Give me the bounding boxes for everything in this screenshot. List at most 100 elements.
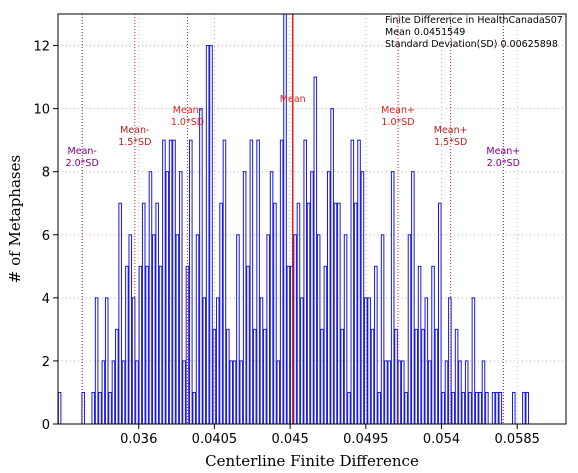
histogram-bar <box>219 202 223 425</box>
histogram-bar <box>495 391 499 425</box>
histogram-bar <box>57 391 62 425</box>
histogram-bar <box>266 234 270 425</box>
y-tick-label: 2 <box>42 355 50 370</box>
histogram-bar <box>323 265 328 425</box>
plot-frame <box>57 13 567 425</box>
histogram-bar <box>451 391 456 425</box>
histogram-bar <box>222 139 227 425</box>
histogram-bar <box>128 234 133 425</box>
histogram-bar <box>343 234 348 425</box>
sd-line-label: Mean+ <box>486 146 520 157</box>
histogram-bar <box>407 234 412 425</box>
legend-title: Finite Difference in HealthCanadaS07 <box>385 15 563 26</box>
histogram-bar <box>138 265 143 425</box>
y-tick-label: 0 <box>42 418 50 433</box>
histogram-bar <box>145 265 149 425</box>
sd-line-label: 1.5*SD <box>118 137 151 148</box>
histogram-bar <box>276 360 281 425</box>
histogram-bar <box>91 391 96 425</box>
histogram-bar <box>178 171 183 425</box>
histogram-bar <box>168 139 173 425</box>
histogram-bar <box>98 391 102 425</box>
histogram-bar <box>468 391 472 425</box>
x-tick-label: 0.054 <box>423 432 460 447</box>
histogram-bar <box>293 234 297 425</box>
grid-lines <box>58 14 566 425</box>
histogram-bar <box>411 171 415 425</box>
histogram-bar <box>175 234 180 425</box>
histogram-bar <box>350 139 355 425</box>
histogram-bar <box>316 234 321 425</box>
histogram-bar <box>471 297 476 425</box>
histogram-bar <box>485 391 489 425</box>
histogram-bar <box>347 391 351 425</box>
histogram-bar <box>212 328 217 425</box>
histogram-bar <box>209 45 213 425</box>
histogram-bar <box>162 139 166 425</box>
histogram-bar <box>283 13 287 425</box>
histogram-bar <box>189 139 193 425</box>
histogram-bar <box>252 328 257 425</box>
x-tick-label: 0.045 <box>272 432 309 447</box>
histogram-bar <box>417 265 422 425</box>
sd-line-label: 1.0*SD <box>381 117 414 128</box>
histogram-bar <box>333 202 338 425</box>
histogram-bar <box>326 171 331 425</box>
histogram-bar <box>263 328 267 425</box>
histogram-bar <box>384 360 388 425</box>
histogram-bar <box>229 360 233 425</box>
histogram-bar <box>303 139 307 425</box>
histogram-bar <box>448 297 452 425</box>
histogram-bar <box>306 202 311 425</box>
sd-line-label: Mean- <box>120 125 149 136</box>
histogram-bar <box>286 265 291 425</box>
histogram-bar <box>458 360 462 425</box>
histogram-bar <box>279 139 284 425</box>
histogram-bar <box>427 360 432 425</box>
histogram-bar <box>370 328 375 425</box>
histogram-bar <box>108 391 112 425</box>
histogram-bar <box>141 202 146 425</box>
sd-line-label: 2.0*SD <box>487 158 520 169</box>
histogram-bar <box>387 360 392 425</box>
histogram-bar <box>236 234 240 425</box>
histogram-bar <box>461 391 466 425</box>
histogram-bar <box>491 391 496 425</box>
histogram-bar <box>115 328 119 425</box>
histogram-bar <box>202 297 207 425</box>
y-tick-label: 6 <box>42 229 50 244</box>
sd-line-label: 1.5*SD <box>434 137 467 148</box>
histogram-bar <box>310 171 314 425</box>
histogram-bar <box>239 360 244 425</box>
sd-line-label: 1.0*SD <box>171 117 204 128</box>
y-tick-label: 4 <box>42 292 50 307</box>
histogram-bar <box>246 265 250 425</box>
histogram-bar <box>481 360 486 425</box>
histogram-bar <box>475 391 479 425</box>
sd-line-label: Mean+ <box>381 105 415 116</box>
y-tick-label: 8 <box>42 166 50 181</box>
legend-mean: Mean 0.0451549 <box>385 27 466 38</box>
histogram-bar <box>512 391 516 425</box>
histogram-bar <box>249 139 254 425</box>
histogram-bar <box>454 328 459 425</box>
sd-line-label: 2.0*SD <box>66 158 99 169</box>
histogram-bar <box>111 360 116 425</box>
histogram-bar <box>185 265 190 425</box>
histogram-bar <box>353 202 358 425</box>
histogram-bar <box>522 391 526 425</box>
histogram-bar <box>121 360 126 425</box>
y-tick-label: 12 <box>33 40 50 55</box>
histogram-bar <box>390 171 395 425</box>
sd-line-label: Mean+ <box>434 125 468 136</box>
histogram-bar <box>330 108 334 425</box>
histogram-bar <box>380 234 385 425</box>
mean-line-label: Mean <box>280 94 306 105</box>
histogram-bar <box>182 360 186 425</box>
histogram-bar <box>256 139 260 425</box>
histogram-bar <box>155 202 159 425</box>
histogram-bar <box>464 360 469 425</box>
histogram-bar <box>374 265 378 425</box>
histogram-bar <box>94 297 99 425</box>
histogram-bar <box>498 391 503 425</box>
